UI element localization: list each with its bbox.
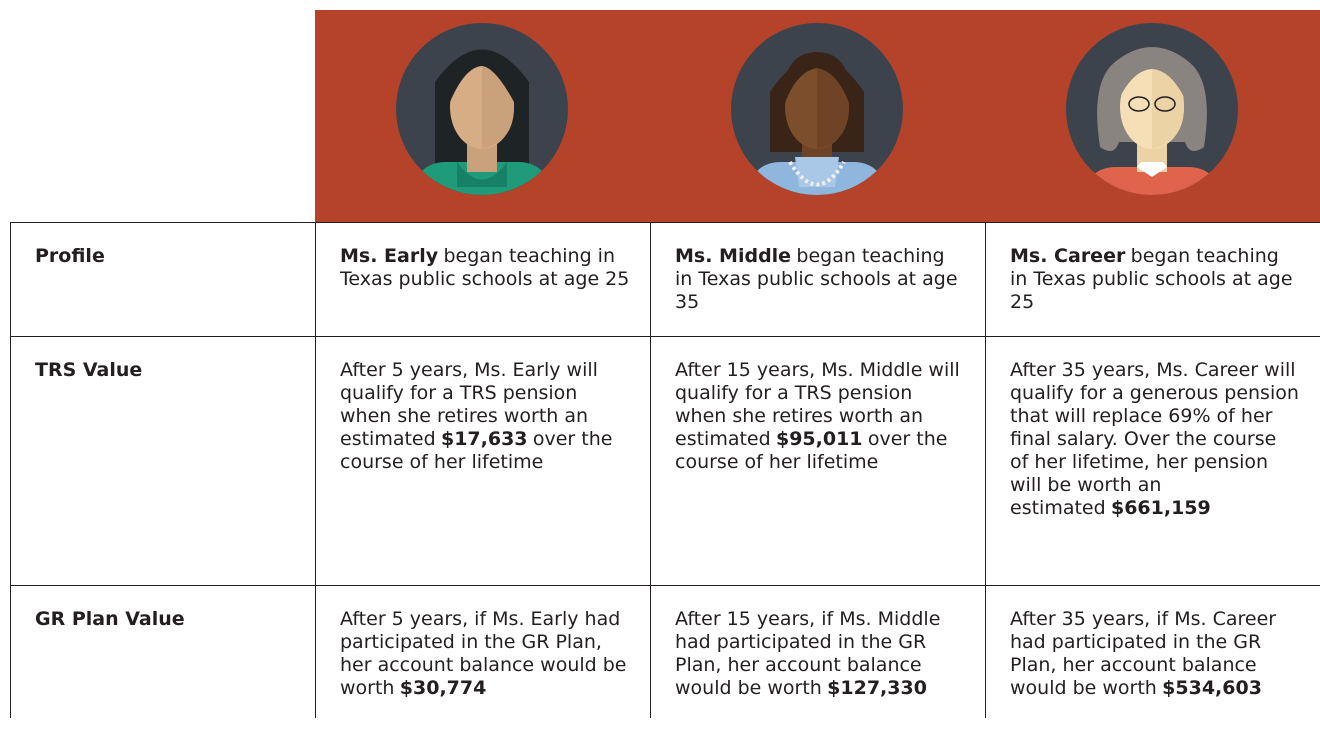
bold-text: Ms. Middle <box>675 245 791 267</box>
table-cell: After 35 years, if Ms. Career had partic… <box>986 586 1320 719</box>
bold-text: Ms. Career <box>1010 245 1125 267</box>
bold-text: $661,159 <box>1111 497 1211 519</box>
bold-text: Ms. Early <box>340 245 438 267</box>
avatar <box>1065 22 1239 196</box>
row-label: TRS Value <box>11 337 316 586</box>
table-cell: After 5 years, Ms. Early will qualify fo… <box>316 337 651 586</box>
avatar <box>395 22 569 196</box>
bold-text: $95,011 <box>776 428 863 450</box>
table-cell: After 15 years, Ms. Middle will qualify … <box>651 337 986 586</box>
bold-text: $17,633 <box>441 428 528 450</box>
table-cell: After 5 years, if Ms. Early had particip… <box>316 586 651 719</box>
table-cell: After 15 years, if Ms. Middle had partic… <box>651 586 986 719</box>
table-cell: After 35 years, Ms. Career will qualify … <box>986 337 1320 586</box>
avatar <box>730 22 904 196</box>
header-band <box>315 10 1320 222</box>
bold-text: $127,330 <box>827 677 927 699</box>
bold-text: $30,774 <box>400 677 487 699</box>
bold-text: $534,603 <box>1162 677 1262 699</box>
cell-text: After 35 years, Ms. Career will qualify … <box>1010 359 1299 519</box>
row-label: Profile <box>11 223 316 337</box>
row-label: GR Plan Value <box>11 586 316 719</box>
